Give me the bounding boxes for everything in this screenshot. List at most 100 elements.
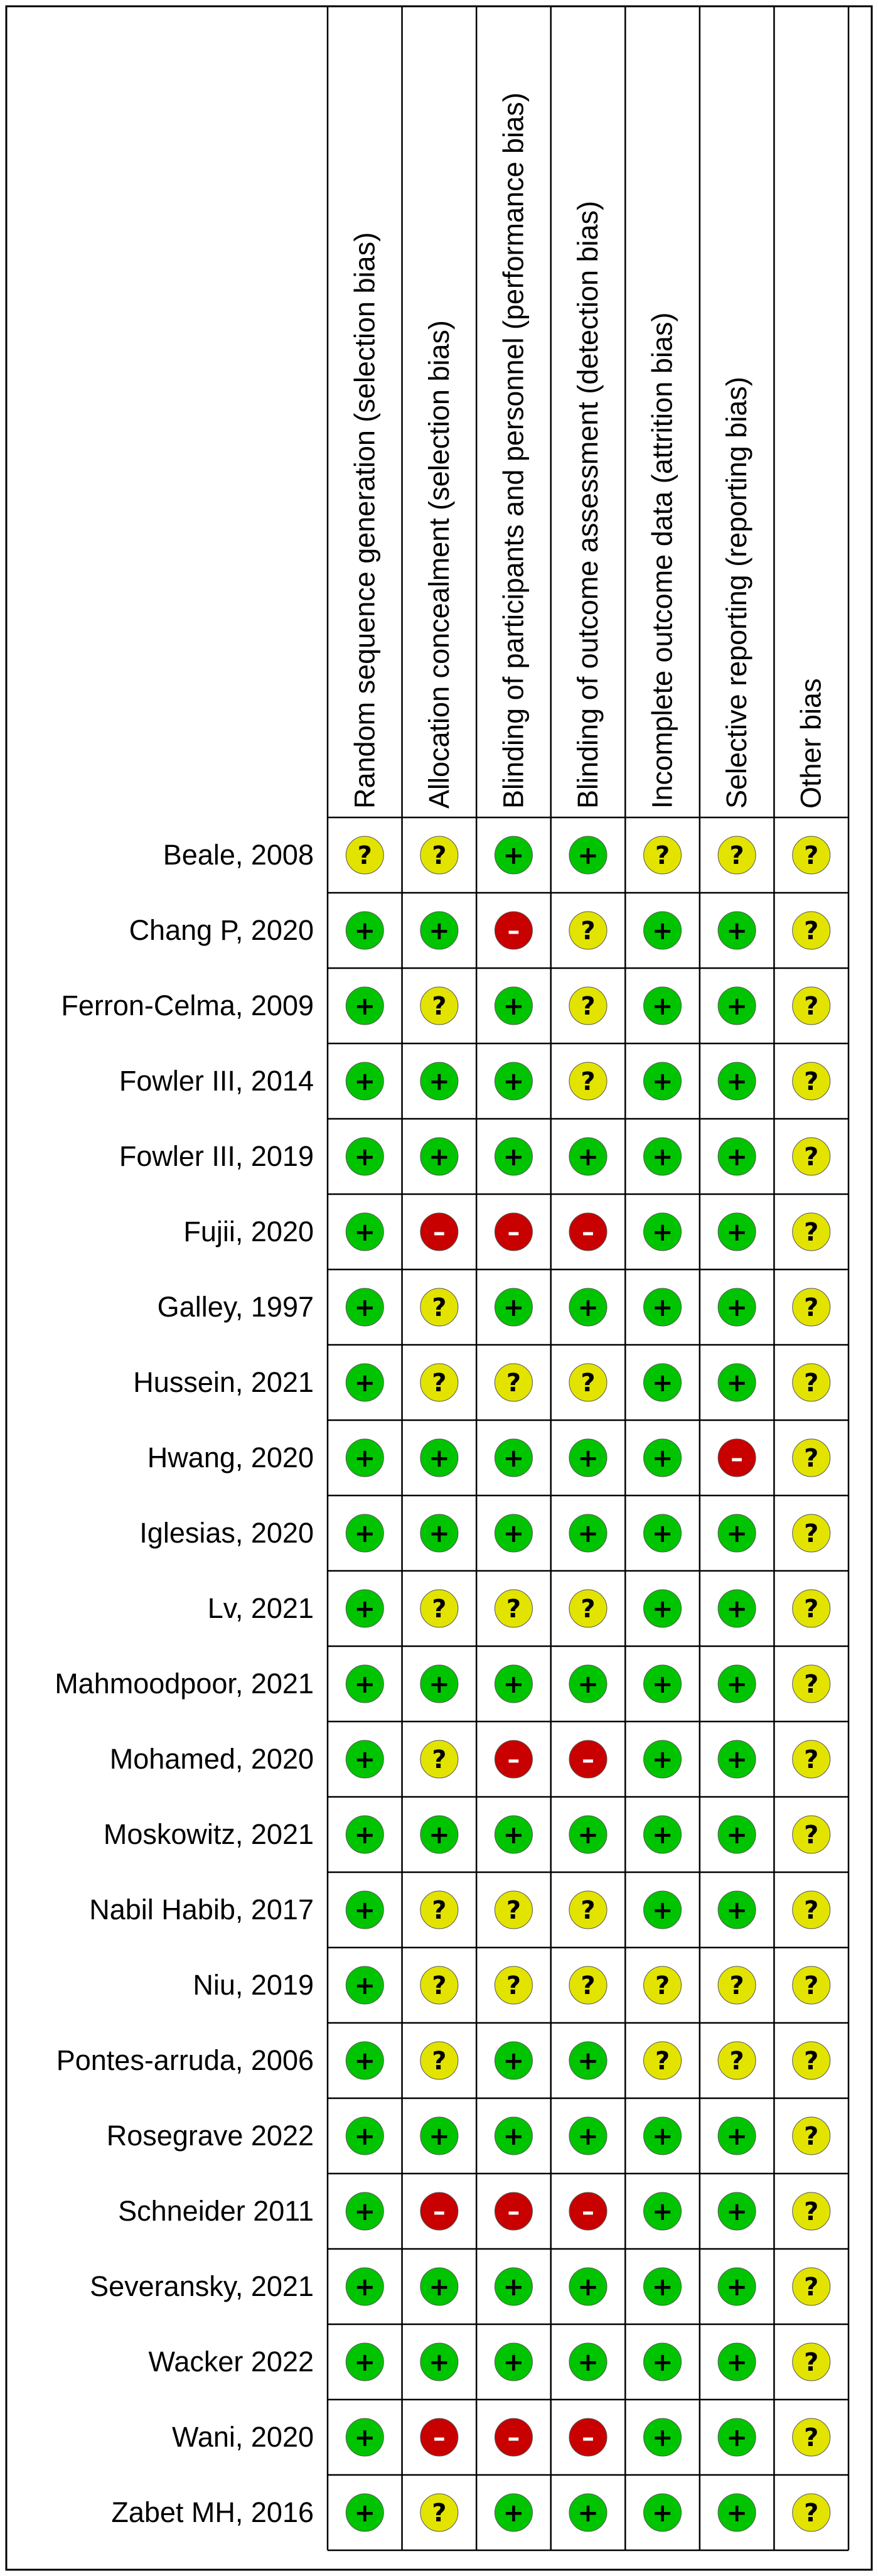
judgement-circle xyxy=(569,1890,608,1929)
judgement-symbol: ? xyxy=(804,2348,818,2377)
judgement-low: + xyxy=(643,1438,682,1477)
judgement-circle xyxy=(494,2342,533,2381)
judgement-low: + xyxy=(643,2493,682,2532)
judgement-symbol: ? xyxy=(581,1067,595,1096)
judgement-circle xyxy=(420,2418,459,2457)
judgement-symbol: – xyxy=(582,1218,594,1247)
judgement-low: + xyxy=(717,1664,756,1703)
judgement-circle xyxy=(345,1966,384,2005)
judgement-circle xyxy=(717,1664,756,1703)
judgement-symbol: ? xyxy=(804,1444,818,1473)
judgement-symbol: ? xyxy=(804,2273,818,2302)
judgement-symbol: + xyxy=(355,2348,376,2377)
judgement-circle xyxy=(345,1740,384,1779)
judgement-symbol: + xyxy=(726,1067,747,1096)
judgement-symbol: + xyxy=(355,1218,376,1247)
judgement-symbol: – xyxy=(507,1745,520,1774)
judgement-circle xyxy=(345,1062,384,1101)
judgement-circle xyxy=(420,1589,459,1628)
judgement-circle xyxy=(345,1288,384,1327)
judgement-symbol: – xyxy=(582,1745,594,1774)
judgement-circle xyxy=(643,1740,682,1779)
judgement-symbol: + xyxy=(726,2122,747,2151)
judgement-low: + xyxy=(494,1664,533,1703)
judgement-low: + xyxy=(717,1890,756,1929)
judgement-circle xyxy=(345,1514,384,1553)
judgement-circle xyxy=(643,1363,682,1402)
domain-label: Selective reporting (reporting bias) xyxy=(720,377,752,809)
judgement-circle xyxy=(494,1062,533,1101)
judgement-low: + xyxy=(569,2041,608,2080)
judgement-symbol: + xyxy=(726,2197,747,2226)
judgement-circle xyxy=(345,1589,384,1628)
judgement-symbol: ? xyxy=(432,2047,446,2076)
judgement-low: + xyxy=(643,1664,682,1703)
judgement-circle xyxy=(569,1137,608,1176)
judgement-low: + xyxy=(569,1664,608,1703)
study-label: Wani, 2020 xyxy=(172,2421,314,2453)
judgement-symbol: + xyxy=(503,2273,525,2302)
study-label: Niu, 2019 xyxy=(193,1969,314,2001)
judgement-low: + xyxy=(643,1815,682,1854)
judgement-symbol: ? xyxy=(804,2122,818,2151)
judgement-symbol: ? xyxy=(655,841,670,870)
judgement-circle xyxy=(569,2192,608,2231)
judgement-symbol: ? xyxy=(804,2197,818,2226)
judgement-low: + xyxy=(569,1815,608,1854)
study-label: Wacker 2022 xyxy=(149,2346,314,2378)
judgement-low: + xyxy=(569,1137,608,1176)
judgement-symbol: + xyxy=(355,1143,376,1172)
judgement-symbol: ? xyxy=(432,841,446,870)
judgement-circle xyxy=(792,1815,831,1854)
judgement-symbol: – xyxy=(507,1218,520,1247)
judgement-circle xyxy=(643,1062,682,1101)
judgement-circle xyxy=(643,1212,682,1251)
judgement-circle xyxy=(643,2418,682,2457)
judgement-low: + xyxy=(643,2116,682,2155)
judgement-symbol: ? xyxy=(804,1821,818,1850)
judgement-circle xyxy=(792,2267,831,2306)
study-label: Hussein, 2021 xyxy=(133,1366,314,1398)
judgement-symbol: + xyxy=(355,2499,376,2528)
judgement-low: + xyxy=(717,1514,756,1553)
judgement-circle xyxy=(792,1890,831,1929)
judgement-unclear: ? xyxy=(792,1062,831,1101)
judgement-high: – xyxy=(420,2418,459,2457)
judgement-unclear: ? xyxy=(792,1589,831,1628)
judgement-circle xyxy=(420,1664,459,1703)
judgement-symbol: + xyxy=(726,1595,747,1624)
judgement-unclear: ? xyxy=(792,2041,831,2080)
judgement-symbol: – xyxy=(582,2423,594,2452)
judgement-symbol: + xyxy=(503,2348,525,2377)
study-label: Zabet MH, 2016 xyxy=(111,2496,314,2528)
judgement-circle xyxy=(643,2041,682,2080)
judgement-symbol: – xyxy=(433,2423,446,2452)
judgement-circle xyxy=(717,1062,756,1101)
judgement-circle xyxy=(345,2342,384,2381)
judgement-symbol: – xyxy=(507,2423,520,2452)
judgement-unclear: ? xyxy=(792,1514,831,1553)
judgement-symbol: + xyxy=(652,2122,673,2151)
judgement-circle xyxy=(717,1137,756,1176)
judgement-circle xyxy=(345,1137,384,1176)
study-label: Ferron-Celma, 2009 xyxy=(61,989,314,1021)
judgement-symbol: + xyxy=(577,2047,599,2076)
judgement-circle xyxy=(494,1740,533,1779)
judgement-symbol: ? xyxy=(804,1369,818,1398)
judgement-symbol: ? xyxy=(432,1595,446,1624)
judgement-circle xyxy=(569,1438,608,1477)
judgement-symbol: + xyxy=(652,2423,673,2452)
judgement-circle xyxy=(792,1589,831,1628)
judgement-symbol: + xyxy=(726,2423,747,2452)
judgement-symbol: ? xyxy=(432,1369,446,1398)
study-label: Galley, 1997 xyxy=(158,1291,314,1323)
judgement-symbol: + xyxy=(652,1218,673,1247)
study-label: Fowler III, 2019 xyxy=(119,1140,314,1172)
judgement-circle xyxy=(494,1589,533,1628)
judgement-circle xyxy=(717,986,756,1025)
judgement-symbol: + xyxy=(726,1821,747,1850)
judgement-low: + xyxy=(345,2342,384,2381)
judgement-symbol: + xyxy=(355,1595,376,1624)
judgement-symbol: + xyxy=(652,1143,673,1172)
judgement-circle xyxy=(494,1514,533,1553)
